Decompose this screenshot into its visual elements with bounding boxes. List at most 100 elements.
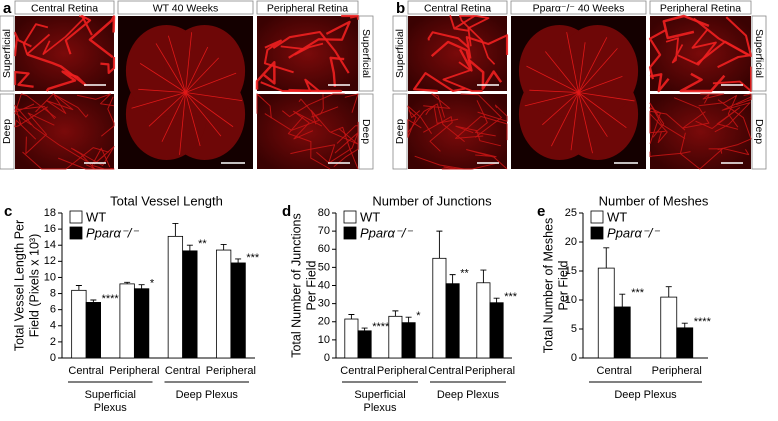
panel-label: b <box>396 0 405 17</box>
error-bar <box>681 322 688 328</box>
vessel <box>288 20 351 59</box>
vessel <box>14 106 48 140</box>
y-tick-label: 10 <box>44 271 56 283</box>
row-label: Superficial <box>394 29 406 78</box>
legend-label: WT <box>86 209 106 224</box>
vessel <box>542 92 579 126</box>
legend-swatch <box>69 226 83 240</box>
image-title: Peripheral Retina <box>267 2 348 14</box>
y-tick-label: 40 <box>318 279 330 291</box>
error-bar <box>90 299 97 303</box>
vessel <box>264 98 320 131</box>
error-bar <box>172 223 179 237</box>
vessel <box>423 93 451 118</box>
image-bg <box>257 16 358 91</box>
micrograph <box>14 93 115 170</box>
y-axis-title: Total Number of Meshes <box>541 218 555 353</box>
vessel <box>578 92 593 154</box>
micrograph <box>256 93 359 170</box>
significance: *** <box>504 291 518 303</box>
y-tick-label: 50 <box>318 261 330 273</box>
bar <box>401 322 416 359</box>
vessel <box>311 93 339 118</box>
y-tick-label: 10 <box>565 294 577 306</box>
error-bar <box>348 314 355 320</box>
bar <box>344 318 359 359</box>
vessel <box>185 32 193 93</box>
vessel <box>167 35 186 93</box>
micrograph <box>407 93 508 170</box>
chart-title: Total Vessel Length <box>110 193 223 208</box>
error-bar <box>361 327 368 331</box>
y-tick-label: 60 <box>318 243 330 255</box>
legend-label: Pparα⁻/⁻ <box>360 225 413 240</box>
micrograph <box>649 93 752 170</box>
vessel <box>407 110 422 138</box>
vessel <box>336 121 359 144</box>
legend-swatch <box>590 210 604 224</box>
vessel <box>26 53 87 87</box>
vessel <box>578 76 623 93</box>
vessel <box>280 42 324 56</box>
significance: ** <box>460 268 469 280</box>
image-bg <box>15 94 114 169</box>
vessel <box>578 92 608 137</box>
image-bg <box>15 16 114 91</box>
vessel <box>263 39 294 74</box>
group-label: Deep Plexus <box>437 389 500 401</box>
bar <box>445 283 460 359</box>
y-tick-label: 25 <box>565 207 577 219</box>
x-tick-label: Peripheral <box>206 365 256 377</box>
row-label: Superficial <box>753 29 765 78</box>
micrograph <box>511 16 646 169</box>
vessel <box>712 66 752 92</box>
vessel <box>161 92 186 142</box>
significance: * <box>150 278 155 290</box>
significance: **** <box>102 293 120 305</box>
image-title: Peripheral Retina <box>660 2 741 14</box>
vessel <box>14 103 56 120</box>
y-axis-title: Field (Pixels x 10³) <box>27 234 41 338</box>
vessel <box>42 15 86 55</box>
y-tick-label: 8 <box>50 287 56 299</box>
title-box <box>510 0 647 15</box>
image-title: WT 40 Weeks <box>153 2 219 14</box>
vessel <box>45 93 74 114</box>
vessel <box>100 57 116 74</box>
y-axis-title: Per Field <box>556 260 570 310</box>
vessel <box>662 14 710 40</box>
x-tick-label: Central <box>340 365 375 377</box>
legend-label: WT <box>607 209 627 224</box>
vessel <box>449 15 476 32</box>
y-tick-label: 12 <box>44 255 56 267</box>
vessel <box>333 133 359 168</box>
bar <box>676 327 694 359</box>
y-tick-label: 0 <box>324 352 330 364</box>
vessel <box>148 92 186 127</box>
x-tick-label: Peripheral <box>465 365 515 377</box>
y-tick-label: 2 <box>50 336 56 348</box>
vessel <box>467 58 503 90</box>
vessel <box>649 73 670 93</box>
bar <box>71 289 87 359</box>
error-bar <box>235 258 242 263</box>
error-bar <box>665 286 672 298</box>
chart-title: Number of Junctions <box>372 193 492 208</box>
vessel <box>442 61 483 92</box>
vessel <box>256 93 265 110</box>
title-box <box>407 0 508 15</box>
row-box <box>0 93 15 170</box>
vessel <box>185 72 237 93</box>
vessel <box>578 92 635 102</box>
error-bar <box>220 243 227 251</box>
y-tick-label: 30 <box>318 298 330 310</box>
title-box <box>649 0 752 15</box>
micrograph <box>648 14 753 93</box>
vessel <box>310 109 358 145</box>
title-box <box>256 0 359 15</box>
vessel <box>649 110 686 134</box>
group-label: Deep Plexus <box>614 389 677 401</box>
legend-label: Pparα⁻/⁻ <box>607 225 660 240</box>
vessel <box>648 29 667 80</box>
bar <box>182 250 198 359</box>
